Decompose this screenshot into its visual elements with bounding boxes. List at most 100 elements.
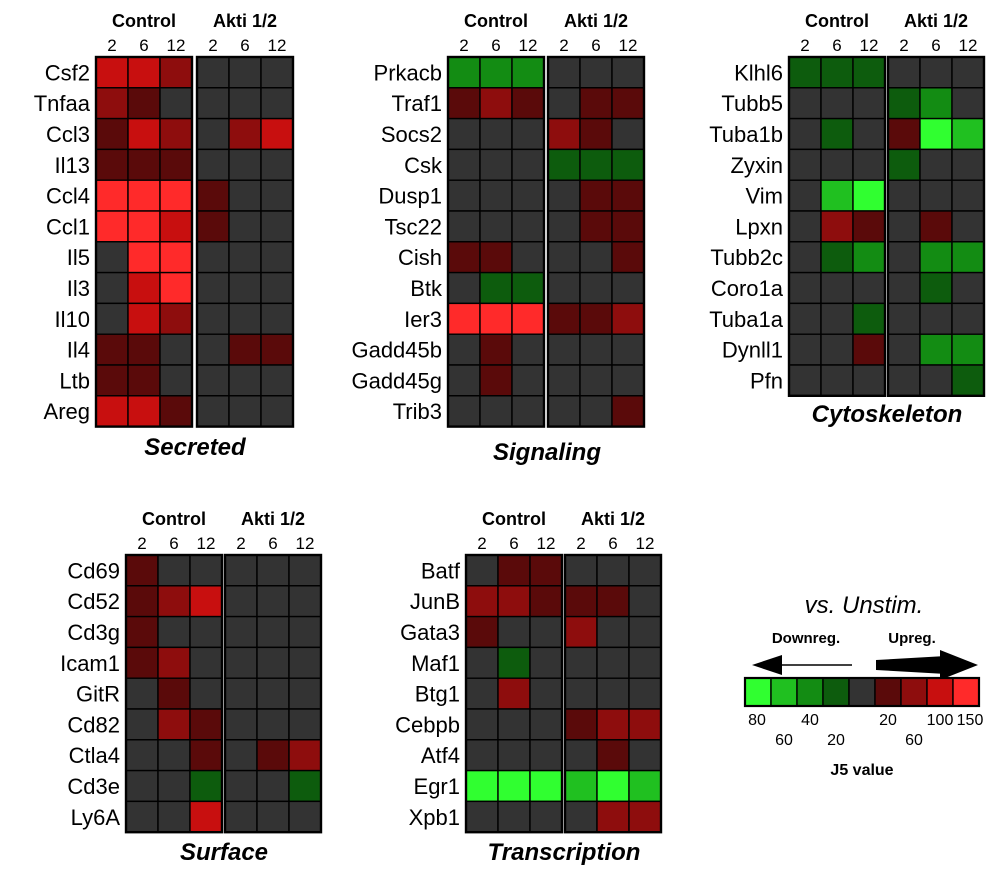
heatmap-cell: [95, 148, 129, 181]
category-title: Secreted: [144, 434, 247, 461]
gene-label: Tuba1b: [709, 122, 783, 147]
heatmap-cell: [479, 117, 513, 151]
timepoint-label: 2: [137, 534, 146, 553]
heatmap-cell: [479, 148, 513, 181]
heatmap-cell: [951, 271, 985, 305]
timepoint-label: 2: [208, 36, 217, 55]
heatmap-cell: [260, 179, 294, 212]
heatmap-cell: [95, 302, 129, 335]
heatmap-cell: [628, 554, 662, 587]
heatmap-cell: [479, 87, 513, 120]
legend-border: [743, 676, 981, 708]
legend-tick: 60: [775, 732, 793, 749]
heatmap-cell: [288, 554, 322, 587]
legend-swatch: [926, 677, 954, 707]
heatmap-cell: [465, 585, 499, 618]
heatmap-cell: [189, 800, 223, 833]
heatmap-cell: [125, 646, 159, 679]
heatmap-cell: [887, 210, 921, 243]
gene-label: Cd52: [67, 589, 120, 614]
block-border: [124, 553, 224, 834]
heatmap-cell: [611, 395, 645, 428]
heatmap-cell: [127, 148, 161, 181]
heatmap-cell: [788, 241, 822, 274]
heatmap-cell: [628, 585, 662, 618]
heatmap-cell: [596, 677, 630, 710]
legend-title: vs. Unstim.: [805, 592, 924, 619]
heatmap-cell: [788, 148, 822, 181]
category-title: Transcription: [488, 839, 641, 866]
heatmap-cell: [919, 87, 953, 120]
heatmap-cell: [95, 179, 129, 212]
legend-tick: 150: [957, 712, 984, 729]
gene-label: Tnfaa: [34, 91, 91, 116]
heatmap-cell: [564, 646, 598, 679]
heatmap-cell: [564, 677, 598, 710]
heatmap-cell: [951, 210, 985, 243]
gene-label: Pfn: [750, 368, 783, 393]
legend-swatch: [900, 677, 928, 707]
heatmap-cell: [547, 271, 581, 305]
heatmap-cell: [127, 333, 161, 366]
gene-label: GitR: [76, 682, 120, 707]
gene-label: Il3: [67, 276, 90, 301]
gene-label: Cd69: [67, 558, 120, 583]
heatmap-cell: [447, 302, 481, 335]
heatmap-cell: [919, 271, 953, 305]
legend-tick: 20: [827, 732, 845, 749]
heatmap-cell: [820, 364, 854, 397]
heatmap-cell: [547, 395, 581, 428]
heatmap-cell: [125, 615, 159, 649]
block-border: [446, 55, 546, 428]
heatmap-cell: [579, 87, 613, 120]
heatmap-cell: [820, 210, 854, 243]
heatmap-cell: [820, 179, 854, 212]
heatmap-cell: [125, 708, 159, 741]
heatmap-cell: [228, 87, 262, 120]
heatmap-cell: [951, 241, 985, 274]
heatmap-cell: [579, 117, 613, 151]
heatmap-cell: [788, 117, 822, 151]
heatmap-cell: [256, 677, 290, 710]
heatmap-cell: [511, 333, 545, 366]
heatmap-cell: [196, 87, 230, 120]
heatmap-cell: [228, 241, 262, 274]
gene-label: Cd3g: [67, 620, 120, 645]
heatmap-cell: [465, 646, 499, 679]
block-border: [464, 553, 564, 834]
gene-label: Trib3: [393, 399, 442, 424]
gene-label: Traf1: [391, 91, 442, 116]
heatmap-cell: [465, 677, 499, 710]
heatmap-cell: [497, 554, 531, 587]
heatmap-cell: [511, 210, 545, 243]
timepoint-label: 2: [800, 36, 809, 55]
heatmap-cell: [465, 615, 499, 649]
gene-label: Xpb1: [409, 805, 460, 830]
group-header: Control: [464, 11, 528, 31]
heatmap-cell: [228, 148, 262, 181]
heatmap-cell: [260, 302, 294, 335]
heatmap-cell: [547, 56, 581, 89]
heatmap-cell: [887, 241, 921, 274]
heatmap-cell: [547, 87, 581, 120]
legend-swatch: [874, 677, 902, 707]
heatmap-cell: [887, 271, 921, 305]
timepoint-label: 2: [459, 36, 468, 55]
heatmap-cell: [157, 800, 191, 833]
heatmap-cell: [159, 117, 193, 151]
heatmap-cell: [919, 302, 953, 335]
heatmap-cell: [951, 364, 985, 397]
heatmap-cell: [125, 585, 159, 618]
heatmap-cell: [157, 615, 191, 649]
heatmap-cell: [951, 117, 985, 151]
timepoint-label: 6: [491, 36, 500, 55]
heatmap-cell: [852, 117, 886, 151]
gene-label: Ctla4: [69, 743, 120, 768]
timepoint-label: 6: [169, 534, 178, 553]
group-header: Akti 1/2: [904, 11, 968, 31]
heatmap-cell: [628, 677, 662, 710]
gene-label: Il4: [67, 338, 90, 363]
gene-label: Csk: [404, 153, 443, 178]
gene-label: Zyxin: [730, 153, 783, 178]
